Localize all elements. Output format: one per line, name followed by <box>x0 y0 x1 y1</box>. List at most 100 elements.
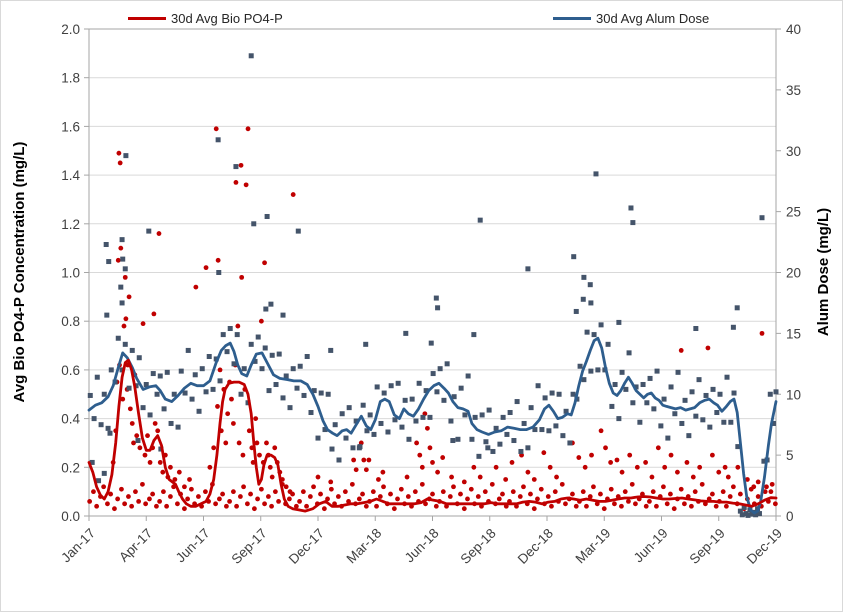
bio-scatter-point <box>482 489 488 495</box>
alum-scatter-point <box>630 400 636 406</box>
alum-scatter-point <box>700 417 706 423</box>
alum-scatter-point <box>525 445 531 451</box>
left-axis-tick-label: 0.0 <box>61 509 80 524</box>
right-axis-tick-label: 40 <box>786 22 801 37</box>
bio-scatter-point <box>155 428 161 434</box>
alum-scatter-point <box>371 431 377 437</box>
bio-scatter-point <box>475 494 481 499</box>
alum-scatter-point <box>304 354 310 360</box>
bio-scatter-point <box>591 484 596 490</box>
alum-scatter-point <box>619 369 625 375</box>
alum-scatter-point <box>420 414 426 420</box>
bio-scatter-point <box>311 484 316 490</box>
bio-scatter-point <box>552 489 558 495</box>
bio-scatter-point <box>716 469 722 475</box>
alum-scatter-point <box>567 440 573 446</box>
bio-scatter-point <box>243 182 249 188</box>
bio-scatter-point <box>356 496 362 502</box>
bio-scatter-point <box>649 474 655 480</box>
bio-scatter-point <box>238 162 244 168</box>
alum-scatter-point <box>403 330 409 336</box>
alum-scatter-point <box>161 406 167 412</box>
bio-scatter-point <box>751 484 757 490</box>
bio-scatter-point <box>759 330 765 336</box>
bio-scatter-point <box>535 496 540 502</box>
bio-scatter-point <box>235 323 241 329</box>
x-axis-tick-label: Jan-17 <box>58 526 98 566</box>
bio-scatter-point <box>458 491 463 497</box>
alum-scatter-point <box>227 326 233 332</box>
bio-scatter-point <box>255 496 260 502</box>
bio-scatter-point <box>140 481 145 487</box>
bio-scatter-point <box>398 486 404 492</box>
bio-scatter-point <box>374 503 379 509</box>
bio-scatter-point <box>612 501 617 507</box>
alum-scatter-point <box>469 436 475 442</box>
alum-scatter-point <box>573 308 579 314</box>
left-axis-tick-label: 0.2 <box>61 460 80 475</box>
bio-scatter-point <box>230 489 236 495</box>
alum-scatter-point <box>178 368 184 374</box>
bio-scatter-point <box>419 481 425 487</box>
bio-scatter-point <box>496 496 502 502</box>
left-axis-tick-label: 0.4 <box>61 412 80 427</box>
bio-scatter-point <box>211 445 217 451</box>
bio-scatter-point <box>643 503 649 509</box>
bio-scatter-point <box>737 491 743 497</box>
bio-scatter-point <box>427 445 433 451</box>
bio-scatter-point <box>414 440 419 446</box>
alum-scatter-point <box>248 53 254 59</box>
right-axis-tick-label: 15 <box>786 326 801 341</box>
alum-scatter-point <box>364 428 370 434</box>
alum-scatter-point <box>103 241 109 247</box>
bio-scatter-point <box>269 503 274 509</box>
bio-scatter-point <box>563 501 568 507</box>
bio-scatter-point <box>684 460 690 465</box>
bio-scatter-point <box>377 494 383 499</box>
bio-scatter-point <box>709 491 715 497</box>
bio-scatter-point <box>678 486 684 492</box>
alum-scatter-point <box>123 153 129 159</box>
bio-scatter-point <box>240 452 246 458</box>
right-axis-tick-label: 5 <box>786 448 794 463</box>
alum-scatter-point <box>192 372 198 378</box>
alum-scatter-point <box>455 436 461 442</box>
alum-scatter-point <box>339 411 345 417</box>
bio-scatter-point <box>315 474 321 480</box>
alum-scatter-point <box>444 361 450 367</box>
bio-scatter-point <box>725 474 731 480</box>
bio-scatter-point <box>328 479 334 485</box>
alum-scatter-point <box>693 326 699 332</box>
bio-scatter-point <box>140 321 146 327</box>
bio-scatter-point <box>234 503 239 509</box>
bio-scatter-point <box>626 498 631 504</box>
alum-scatter-point <box>483 439 489 445</box>
bio-scatter-point <box>430 460 435 465</box>
bio-scatter-point <box>236 440 242 446</box>
x-axis-tick-label: Jun-18 <box>402 526 442 566</box>
right-axis-tick-label: 10 <box>786 387 801 402</box>
alum-scatter-point <box>500 414 506 420</box>
bio-scatter-point <box>699 481 705 487</box>
bio-scatter-point <box>370 489 376 495</box>
bio-scatter-point <box>647 498 652 504</box>
bio-scatter-point <box>325 496 330 502</box>
bio-scatter-point <box>272 445 278 451</box>
bio-scatter-point <box>353 467 359 473</box>
bio-scatter-point <box>147 460 153 465</box>
alum-scatter-point <box>273 382 279 388</box>
right-axis-tick-label: 0 <box>786 509 794 524</box>
bio-scatter-point <box>598 491 603 497</box>
alum-scatter-point <box>332 422 338 428</box>
bio-scatter-point <box>172 477 178 482</box>
bio-scatter-point <box>440 489 446 495</box>
bio-scatter-point <box>744 477 750 482</box>
bio-scatter-point <box>122 501 128 507</box>
bio-scatter-point <box>133 489 138 495</box>
alum-scatter-point <box>651 406 657 412</box>
bio-scatter-point <box>528 491 533 497</box>
bio-scatter-point <box>582 464 588 470</box>
bio-scatter-point <box>328 486 334 492</box>
alum-scatter-point <box>759 215 765 221</box>
right-axis-tick-label: 25 <box>786 205 801 220</box>
